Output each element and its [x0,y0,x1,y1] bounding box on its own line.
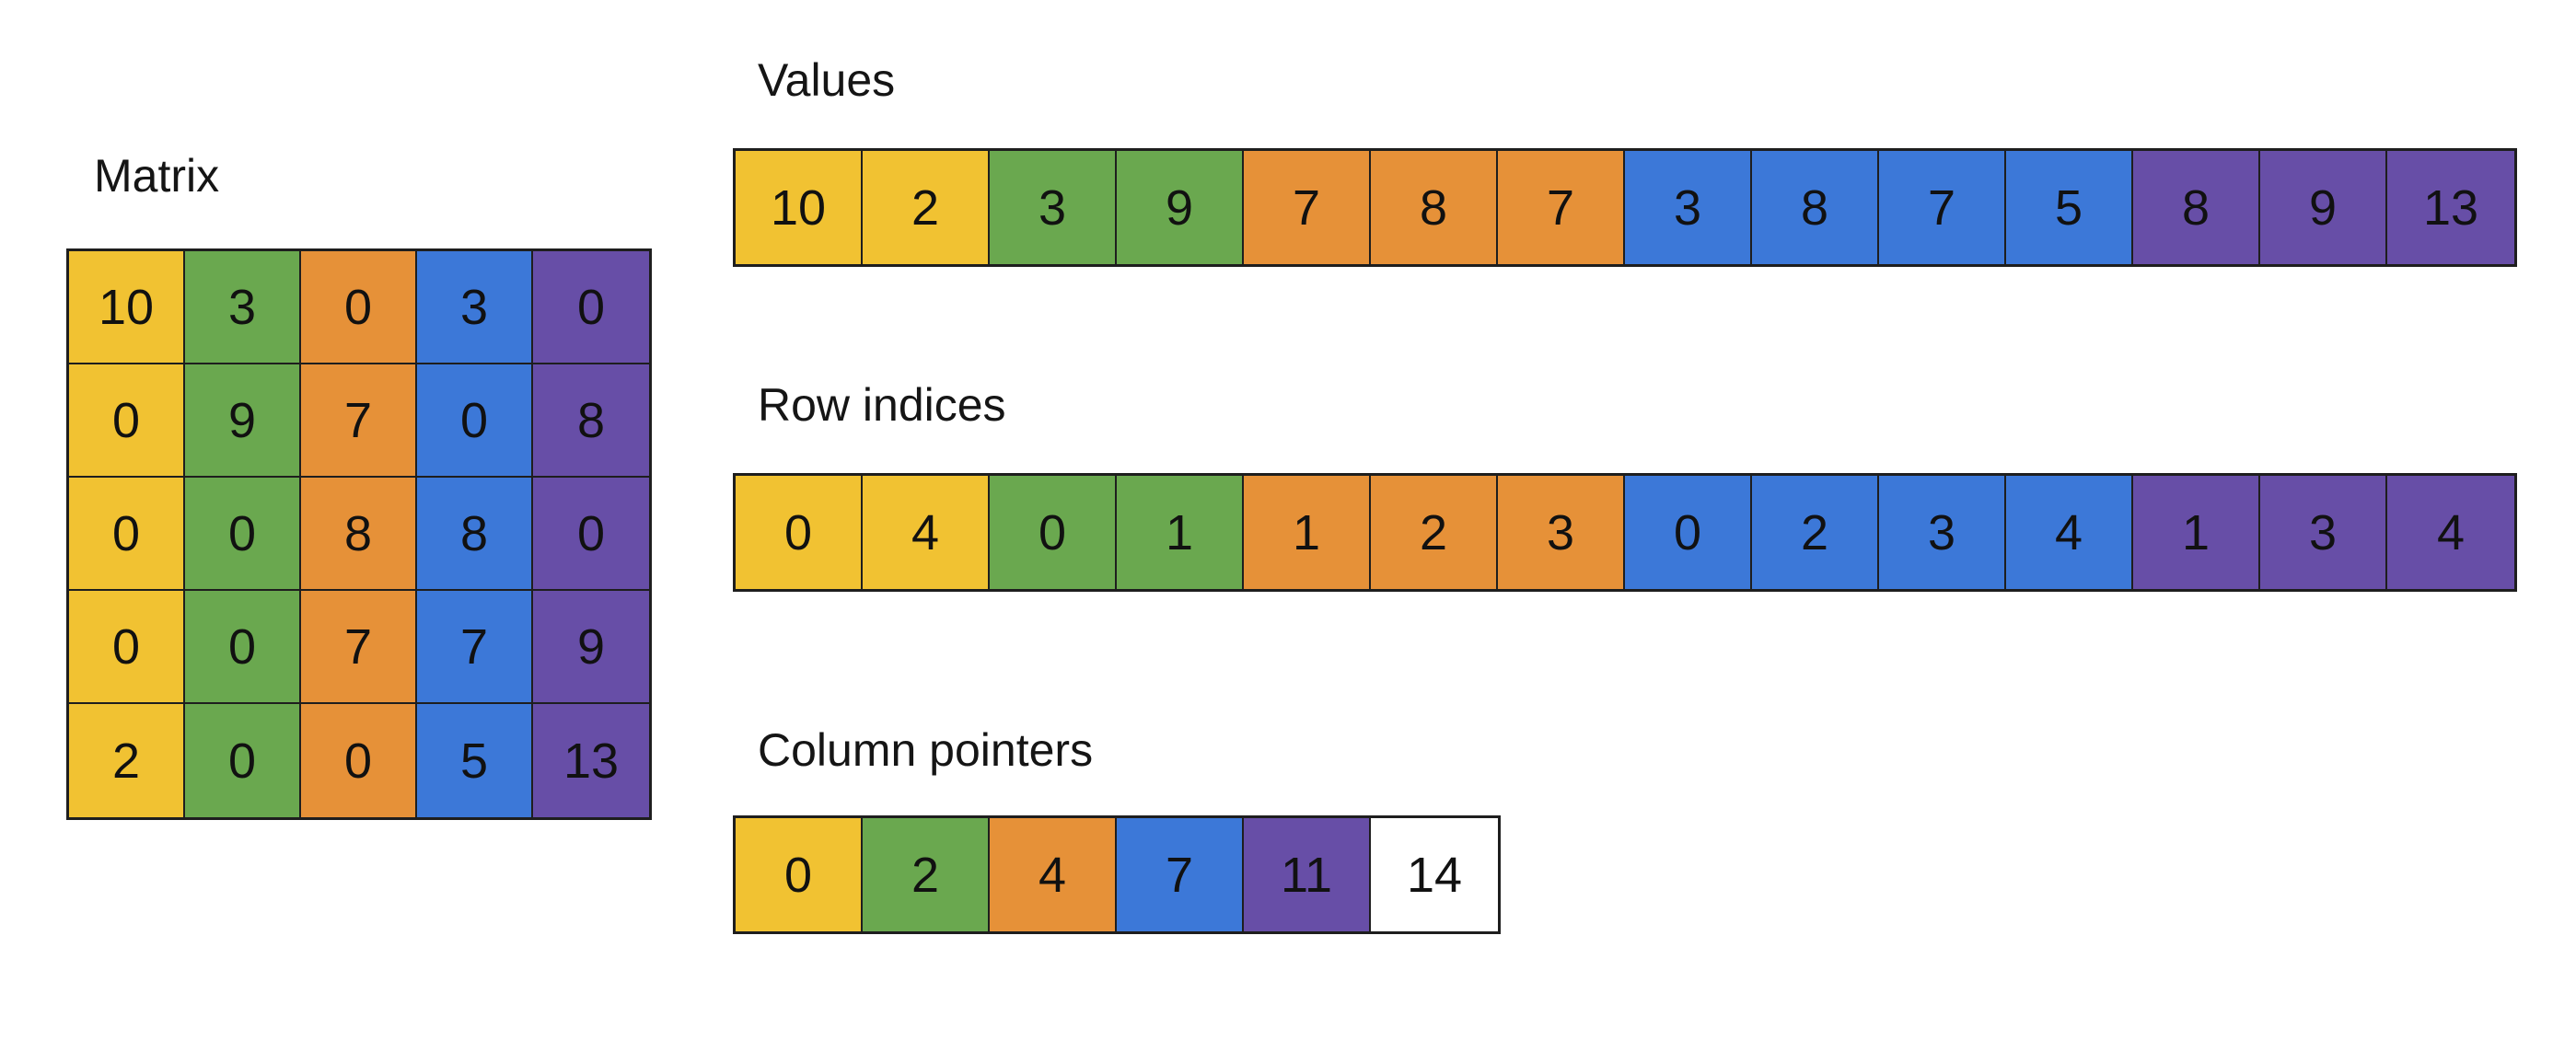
matrix-cell: 8 [417,478,533,591]
matrix-cell: 5 [417,704,533,817]
matrix-title: Matrix [94,150,220,202]
matrix-cell: 0 [69,478,185,591]
values-title: Values [758,54,896,106]
values-cell: 8 [1752,151,1879,264]
matrix-cell: 7 [417,591,533,704]
values-cell: 2 [863,151,990,264]
column-pointers-cell: 2 [863,818,990,931]
values-cell: 8 [2133,151,2260,264]
matrix-cell: 0 [69,364,185,478]
row-indices-cell: 3 [1879,476,2006,589]
matrix-cell: 0 [533,478,649,591]
matrix-cell: 9 [185,364,301,478]
matrix-cell: 3 [185,251,301,364]
values-cell: 8 [1371,151,1498,264]
row-indices-cell: 2 [1371,476,1498,589]
column-pointers-cell: 14 [1371,818,1498,931]
row-indices-cell: 1 [1117,476,1244,589]
matrix-grid: 10 3 0 3 0 0 9 7 0 8 0 0 8 8 0 0 0 7 7 9 2 0 0 5 13 [66,248,652,820]
column-pointers-cell: 4 [990,818,1117,931]
column-pointers-cell: 11 [1244,818,1371,931]
values-cell: 7 [1498,151,1625,264]
matrix-cell: 0 [301,704,417,817]
matrix-cell: 0 [185,704,301,817]
values-cell: 9 [1117,151,1244,264]
values-cell: 5 [2006,151,2133,264]
matrix-cell: 8 [533,364,649,478]
row-indices-cell: 0 [990,476,1117,589]
matrix-cell: 13 [533,704,649,817]
matrix-cell: 0 [533,251,649,364]
column-pointers-array: 0 2 4 7 11 14 [733,815,1501,934]
values-cell: 10 [736,151,863,264]
row-indices-cell: 3 [1498,476,1625,589]
row-indices-cell: 3 [2260,476,2387,589]
matrix-cell: 10 [69,251,185,364]
values-cell: 7 [1879,151,2006,264]
matrix-cell: 0 [417,364,533,478]
values-cell: 7 [1244,151,1371,264]
row-indices-cell: 2 [1752,476,1879,589]
matrix-cell: 0 [301,251,417,364]
matrix-cell: 0 [69,591,185,704]
row-indices-title: Row indices [758,379,1006,431]
column-pointers-cell: 0 [736,818,863,931]
row-indices-cell: 4 [863,476,990,589]
values-cell: 3 [1625,151,1752,264]
row-indices-cell: 0 [1625,476,1752,589]
column-pointers-cell: 7 [1117,818,1244,931]
values-cell: 9 [2260,151,2387,264]
matrix-cell: 8 [301,478,417,591]
values-array: 10 2 3 9 7 8 7 3 8 7 5 8 9 13 [733,148,2517,267]
matrix-cell: 7 [301,591,417,704]
row-indices-cell: 1 [2133,476,2260,589]
row-indices-cell: 1 [1244,476,1371,589]
row-indices-cell: 0 [736,476,863,589]
row-indices-cell: 4 [2006,476,2133,589]
values-cell: 3 [990,151,1117,264]
row-indices-cell: 4 [2387,476,2514,589]
matrix-cell: 0 [185,591,301,704]
values-cell: 13 [2387,151,2514,264]
matrix-cell: 3 [417,251,533,364]
matrix-cell: 0 [185,478,301,591]
matrix-cell: 9 [533,591,649,704]
column-pointers-title: Column pointers [758,724,1094,776]
matrix-cell: 7 [301,364,417,478]
matrix-cell: 2 [69,704,185,817]
